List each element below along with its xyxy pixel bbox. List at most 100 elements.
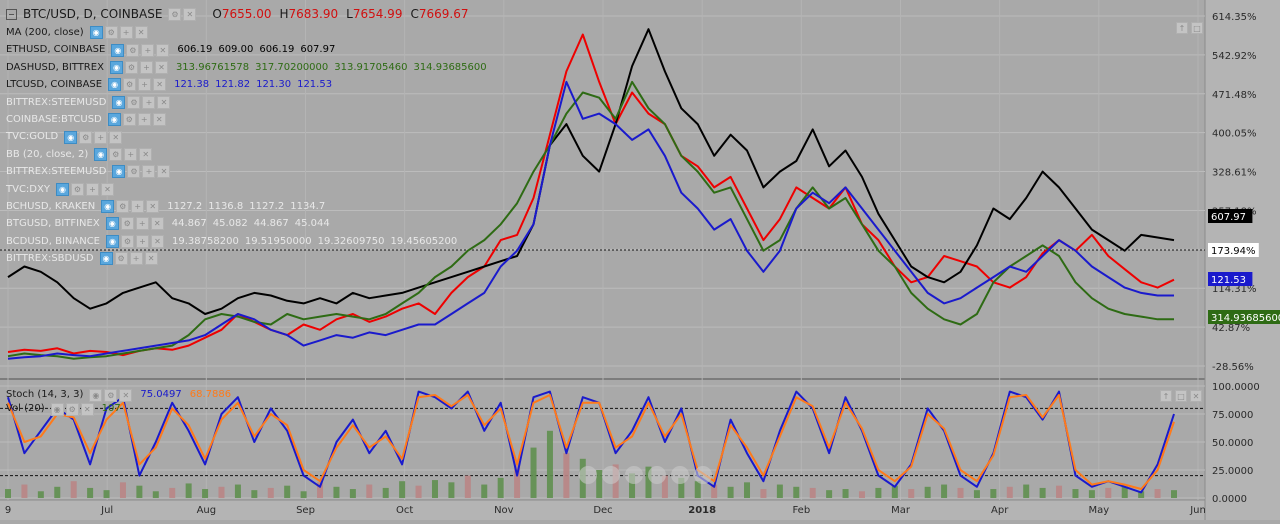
close-icon[interactable]: ✕ <box>144 252 158 266</box>
gear-icon[interactable]: ⚙ <box>120 217 134 231</box>
eye-icon[interactable]: ◉ <box>94 147 108 161</box>
close-icon[interactable]: ✕ <box>152 113 166 127</box>
collapse-icon[interactable] <box>6 8 17 20</box>
eye-icon[interactable]: ◉ <box>108 78 122 92</box>
pane-maximize-icon[interactable]: □ <box>1175 390 1187 402</box>
legend-series-name[interactable]: LTCUSD, COINBASE <box>6 79 103 91</box>
eye-icon[interactable]: ◉ <box>112 165 126 179</box>
eye-icon[interactable]: ◉ <box>105 217 119 231</box>
eye-icon[interactable]: ◉ <box>50 402 64 416</box>
scroll-control-icon[interactable] <box>694 466 712 484</box>
stoch-line-pct-k[interactable] <box>7 390 1175 494</box>
legend-series-name[interactable]: MA (200, close) <box>6 27 84 38</box>
close-icon[interactable]: ✕ <box>154 60 168 74</box>
gear-icon[interactable]: ⚙ <box>104 26 118 40</box>
scroll-control-icon[interactable] <box>648 466 666 484</box>
legend-row[interactable]: BB (20, close, 2) ◉ ⚙ + ✕ <box>6 146 493 163</box>
gear-icon[interactable]: ⚙ <box>116 200 130 214</box>
gear-icon[interactable]: ⚙ <box>122 113 136 127</box>
eye-icon[interactable]: ◉ <box>107 113 121 127</box>
legend-series-name[interactable]: COINBASE:BTCUSD <box>6 113 102 125</box>
legend-row[interactable]: BCHUSD, KRAKEN ◉ ⚙ + ✕ 1127.2 1136.8 1127.2 1134… <box>6 198 493 215</box>
legend-series-name[interactable]: BCHUSD, KRAKEN <box>6 200 96 212</box>
series-line-dashusd-bittrex[interactable] <box>7 80 1174 360</box>
pane-up-icon[interactable]: ↑ <box>1160 390 1172 402</box>
close-icon[interactable]: ✕ <box>183 7 197 21</box>
legend-row[interactable]: TVC:GOLD ◉ ⚙ + ✕ <box>6 128 493 145</box>
plus-icon[interactable]: + <box>94 130 108 144</box>
pane-up-icon[interactable]: ↑ <box>1176 22 1188 34</box>
plus-icon[interactable]: + <box>119 26 133 40</box>
eye-icon[interactable]: ◉ <box>64 130 78 144</box>
eye-icon[interactable]: ◉ <box>106 234 120 248</box>
plus-icon[interactable]: + <box>137 113 151 127</box>
pane-close-icon[interactable]: ✕ <box>1190 390 1202 402</box>
close-icon[interactable]: ✕ <box>153 78 167 92</box>
settings-icon[interactable]: ⚙ <box>168 7 182 21</box>
scroll-control-icon[interactable] <box>579 466 597 484</box>
gear-icon[interactable]: ⚙ <box>127 95 141 109</box>
indicator-name[interactable]: Stoch (14, 3, 3) <box>6 389 84 400</box>
eye-icon[interactable]: ◉ <box>101 200 115 214</box>
legend-series-name[interactable]: BITTREX:STEEMUSD <box>6 166 107 178</box>
legend-series-name[interactable]: BITTREX:SBDUSD <box>6 253 94 265</box>
eye-icon[interactable]: ◉ <box>99 252 113 266</box>
legend-series-name[interactable]: BB (20, close, 2) <box>6 148 89 160</box>
gear-icon[interactable]: ⚙ <box>79 130 93 144</box>
eye-icon[interactable]: ◉ <box>109 60 123 74</box>
plus-icon[interactable]: + <box>138 78 152 92</box>
legend-row[interactable]: BITTREX:STEEMUSD ◉ ⚙ + ✕ <box>6 163 493 180</box>
plus-icon[interactable]: + <box>85 182 99 196</box>
pane-maximize-icon[interactable]: □ <box>1191 22 1203 34</box>
scroll-control-icon[interactable] <box>625 466 643 484</box>
eye-icon[interactable]: ◉ <box>112 95 126 109</box>
series-line-btc-usd-d-coinbase[interactable] <box>7 33 1175 357</box>
gear-icon[interactable]: ⚙ <box>104 388 118 402</box>
legend-row[interactable]: BCDUSD, BINANCE ◉ ⚙ + ✕ 19.38758200 19.5195000… <box>6 233 493 250</box>
legend-series-name[interactable]: BCDUSD, BINANCE <box>6 235 101 247</box>
legend-series-name[interactable]: DASHUSD, BITTREX <box>6 61 104 73</box>
close-icon[interactable]: ✕ <box>80 402 94 416</box>
eye-icon[interactable]: ◉ <box>89 26 103 40</box>
legend-row[interactable]: BTGUSD, BITFINEX ◉ ⚙ + ✕ 44.867 45.082 44.867 45… <box>6 215 493 232</box>
plus-icon[interactable]: + <box>135 217 149 231</box>
plus-icon[interactable]: + <box>142 95 156 109</box>
legend-series-name[interactable]: BITTREX:STEEMUSD <box>6 96 107 108</box>
legend-series-name[interactable]: ETHUSD, COINBASE <box>6 44 106 56</box>
close-icon[interactable]: ✕ <box>150 217 164 231</box>
plus-icon[interactable]: + <box>124 147 138 161</box>
close-icon[interactable]: ✕ <box>151 234 165 248</box>
series-line-ethusd-coinbase[interactable] <box>7 28 1175 315</box>
eye-icon[interactable]: ◉ <box>55 182 69 196</box>
gear-icon[interactable]: ⚙ <box>70 182 84 196</box>
plus-icon[interactable]: + <box>139 60 153 74</box>
legend-row[interactable]: LTCUSD, COINBASE ◉ ⚙ + ✕ 121.38 121.82 121.30 12… <box>6 76 493 93</box>
eye-icon[interactable]: ◉ <box>111 43 125 57</box>
gear-icon[interactable]: ⚙ <box>126 43 140 57</box>
gear-icon[interactable]: ⚙ <box>109 147 123 161</box>
legend-series-name[interactable]: TVC:GOLD <box>6 131 59 143</box>
legend-row[interactable]: ETHUSD, COINBASE ◉ ⚙ + ✕ 606.19 609.00 606.19 60… <box>6 41 493 58</box>
gear-icon[interactable]: ⚙ <box>65 402 79 416</box>
plus-icon[interactable]: + <box>129 252 143 266</box>
legend-row[interactable]: COINBASE:BTCUSD ◉ ⚙ + ✕ <box>6 111 493 128</box>
series-line-ltcusd-coinbase[interactable] <box>7 80 1174 360</box>
plus-icon[interactable]: + <box>142 165 156 179</box>
legend-series-name[interactable]: TVC:DXY <box>6 183 50 195</box>
close-icon[interactable]: ✕ <box>157 95 171 109</box>
scroll-control-icon[interactable] <box>602 466 620 484</box>
eye-icon[interactable]: ◉ <box>89 388 103 402</box>
scroll-control-icon[interactable] <box>671 466 689 484</box>
gear-icon[interactable]: ⚙ <box>124 60 138 74</box>
gear-icon[interactable]: ⚙ <box>127 165 141 179</box>
close-icon[interactable]: ✕ <box>157 165 171 179</box>
plus-icon[interactable]: + <box>136 234 150 248</box>
gear-icon[interactable]: ⚙ <box>121 234 135 248</box>
close-icon[interactable]: ✕ <box>156 43 170 57</box>
indicator-name[interactable]: Vol (20) <box>6 403 45 414</box>
close-icon[interactable]: ✕ <box>134 26 148 40</box>
legend-row[interactable]: MA (200, close) ◉ ⚙ + ✕ <box>6 24 493 41</box>
legend-row[interactable]: DASHUSD, BITTREX ◉ ⚙ + ✕ 313.96761578 317.7020… <box>6 59 493 76</box>
